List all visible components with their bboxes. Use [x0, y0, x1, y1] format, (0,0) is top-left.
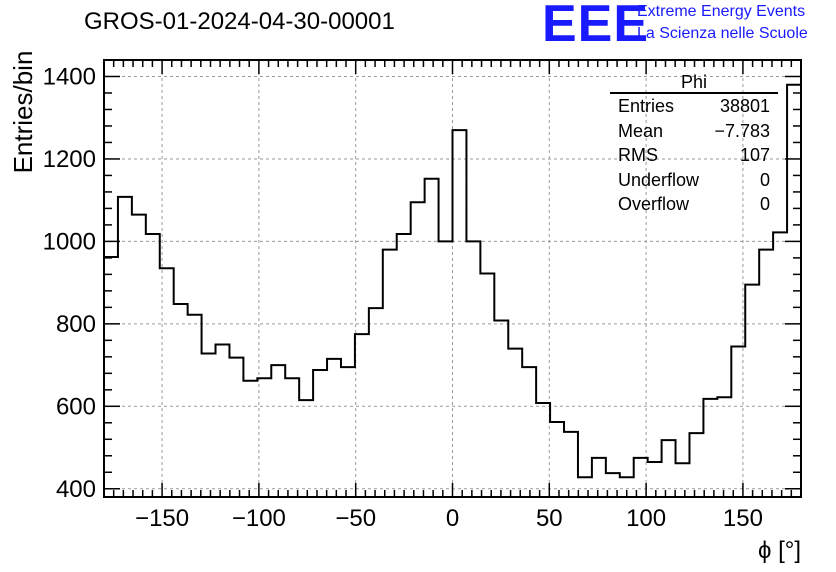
eee-logo: EEE: [542, 0, 650, 53]
chart-title: GROS-01-2024-04-30-00001: [84, 8, 395, 35]
stats-row-entries: Entries 38801: [610, 94, 778, 119]
stats-label: Entries: [618, 96, 675, 116]
stats-value: 0: [759, 194, 770, 214]
x-tick-label: 0: [446, 505, 459, 532]
axis-ticks: [104, 60, 801, 497]
stats-box: Phi Entries 38801 Mean −7.783 RMS 107 Un…: [610, 72, 778, 217]
stats-row-mean: Mean −7.783: [610, 119, 778, 144]
stats-label: Overflow: [618, 194, 690, 214]
x-tick-label: 150: [723, 505, 763, 532]
stats-label: Underflow: [618, 169, 700, 190]
stats-row-overflow: Overflow 0: [610, 192, 778, 217]
y-tick-label: 800: [56, 311, 96, 338]
stats-row-underflow: Underflow 0: [610, 168, 778, 193]
y-tick-label: 1400: [43, 63, 96, 90]
x-tick-label: −150: [135, 505, 189, 532]
logo-text-line1: Extreme Energy Events: [637, 3, 806, 20]
stats-value: −7.783: [714, 120, 770, 141]
stats-box-title: Phi: [610, 72, 778, 94]
y-tick-label: 400: [56, 476, 96, 503]
stats-value: 38801: [719, 96, 770, 116]
x-tick-label: 100: [626, 505, 666, 532]
stats-row-rms: RMS 107: [610, 143, 778, 168]
axis-tick-labels: −150 −100 −50 0 50 100 150 400 600 800 1000 1200 140…: [43, 63, 763, 532]
stats-value: 107: [739, 145, 770, 165]
y-tick-label: 1000: [43, 228, 96, 255]
stats-label: RMS: [618, 145, 658, 165]
x-axis-label: ϕ [°]: [758, 537, 801, 564]
y-axis-label: Entries/bin: [8, 51, 38, 174]
y-tick-label: 1200: [43, 146, 96, 173]
histogram-series-phi: [104, 83, 801, 479]
x-tick-label: 50: [536, 505, 563, 532]
x-tick-label: −50: [335, 505, 376, 532]
y-tick-label: 600: [56, 393, 96, 420]
stats-label: Mean: [618, 120, 664, 141]
x-tick-label: −100: [232, 505, 286, 532]
logo-text-line2: La Scienza nelle Scuole: [637, 25, 808, 42]
stats-value: 0: [759, 169, 770, 190]
